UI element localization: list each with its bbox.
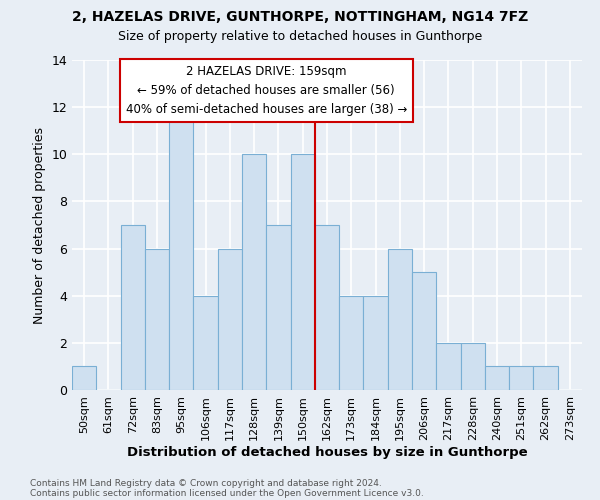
Bar bbox=[290, 154, 315, 390]
Text: Contains public sector information licensed under the Open Government Licence v3: Contains public sector information licen… bbox=[30, 488, 424, 498]
Bar bbox=[388, 248, 412, 390]
Bar bbox=[315, 225, 339, 390]
Bar bbox=[412, 272, 436, 390]
Bar bbox=[364, 296, 388, 390]
Bar bbox=[72, 366, 96, 390]
Bar bbox=[339, 296, 364, 390]
Bar bbox=[169, 107, 193, 390]
Bar bbox=[509, 366, 533, 390]
Bar bbox=[485, 366, 509, 390]
Text: Size of property relative to detached houses in Gunthorpe: Size of property relative to detached ho… bbox=[118, 30, 482, 43]
Bar bbox=[218, 248, 242, 390]
X-axis label: Distribution of detached houses by size in Gunthorpe: Distribution of detached houses by size … bbox=[127, 446, 527, 458]
Text: 2 HAZELAS DRIVE: 159sqm
← 59% of detached houses are smaller (56)
40% of semi-de: 2 HAZELAS DRIVE: 159sqm ← 59% of detache… bbox=[125, 64, 407, 116]
Bar bbox=[121, 225, 145, 390]
Y-axis label: Number of detached properties: Number of detached properties bbox=[33, 126, 46, 324]
Bar bbox=[436, 343, 461, 390]
Text: 2, HAZELAS DRIVE, GUNTHORPE, NOTTINGHAM, NG14 7FZ: 2, HAZELAS DRIVE, GUNTHORPE, NOTTINGHAM,… bbox=[72, 10, 528, 24]
Text: Contains HM Land Registry data © Crown copyright and database right 2024.: Contains HM Land Registry data © Crown c… bbox=[30, 478, 382, 488]
Bar bbox=[461, 343, 485, 390]
Bar bbox=[193, 296, 218, 390]
Bar bbox=[242, 154, 266, 390]
Bar bbox=[533, 366, 558, 390]
Bar bbox=[266, 225, 290, 390]
Bar bbox=[145, 248, 169, 390]
